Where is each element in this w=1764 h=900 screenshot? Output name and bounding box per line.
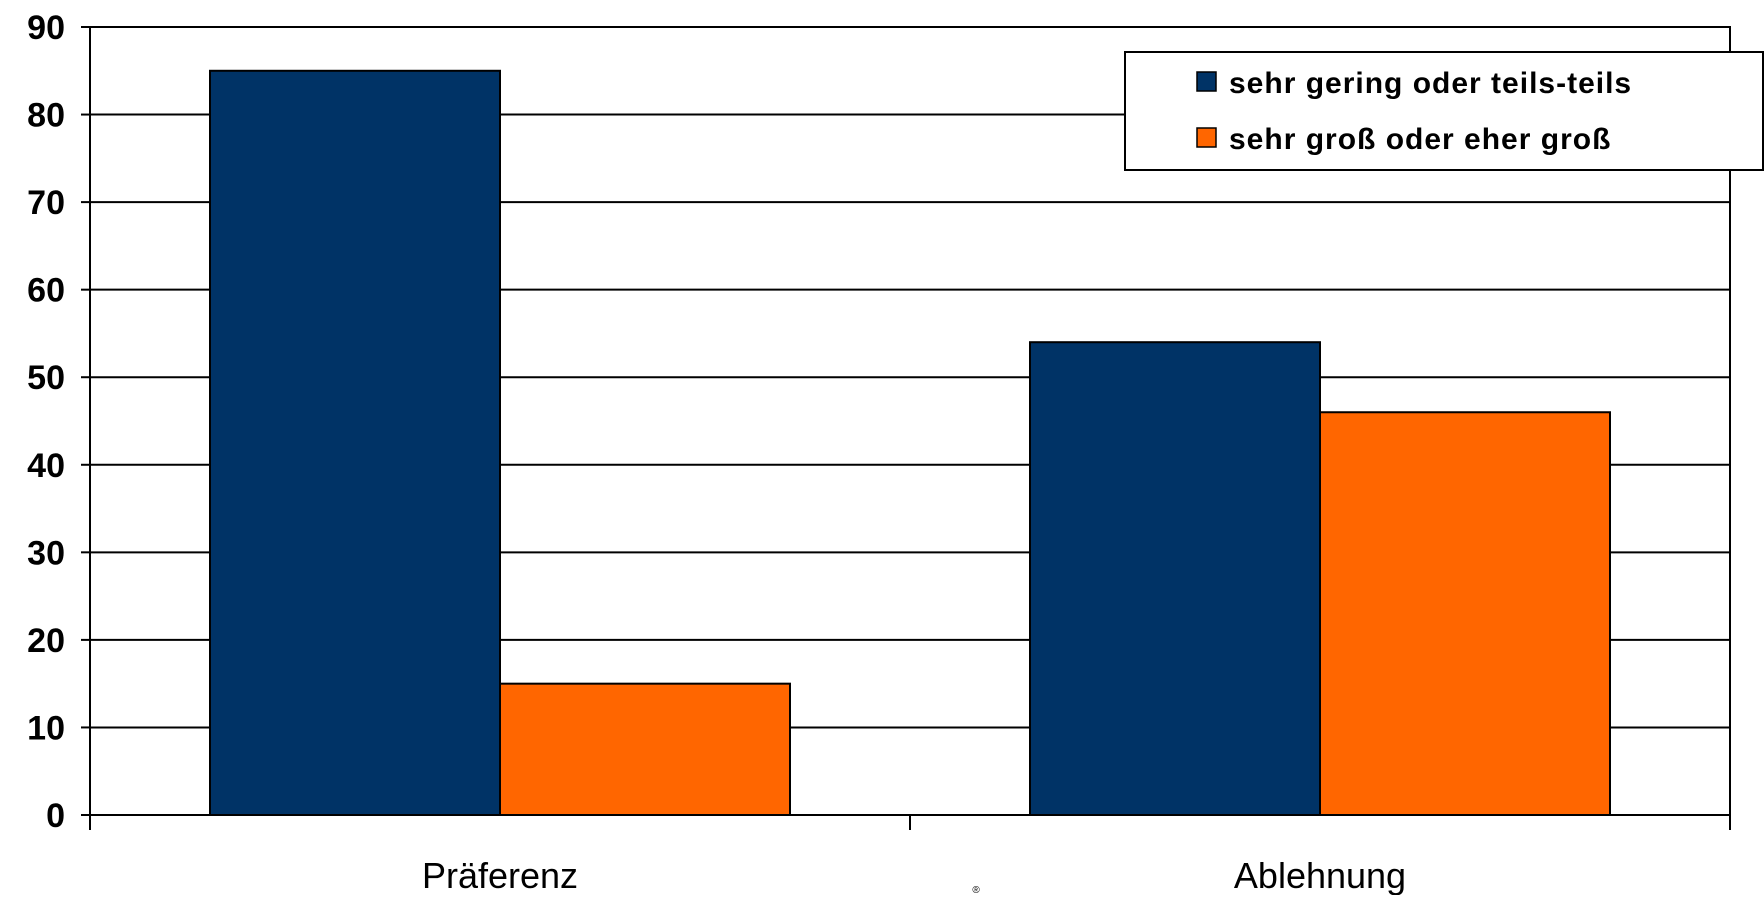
legend-label: sehr groß oder eher groß bbox=[1229, 123, 1611, 156]
y-tick-label: 0 bbox=[46, 797, 65, 835]
legend-swatch bbox=[1196, 71, 1217, 92]
legend-box bbox=[1124, 51, 1764, 171]
bar-gross-1 bbox=[1319, 411, 1611, 816]
y-tick-label: 30 bbox=[27, 534, 65, 572]
x-category-label: Ablehnung bbox=[1234, 855, 1406, 895]
axis-labels: 0 10 20 30 40 50 60 70 80 90 Präferenz Ablehnung bbox=[27, 9, 1406, 896]
bar-gross-0 bbox=[499, 682, 791, 817]
y-tick-label: 80 bbox=[27, 97, 65, 135]
legend-label: sehr gering oder teils-teils bbox=[1229, 67, 1632, 100]
axes bbox=[81, 26, 1731, 830]
y-tick-label: 40 bbox=[27, 447, 65, 485]
bar-gering-1 bbox=[1029, 341, 1321, 816]
y-tick-label: 90 bbox=[27, 9, 65, 47]
y-tick-label: 10 bbox=[27, 709, 65, 747]
bars bbox=[209, 69, 1611, 817]
y-tick-label: 60 bbox=[27, 272, 65, 310]
bar-gering-0 bbox=[209, 69, 501, 817]
y-tick-label: 50 bbox=[27, 359, 65, 397]
legend-swatch bbox=[1196, 127, 1217, 148]
y-tick-label: 70 bbox=[27, 184, 65, 222]
x-category-label: Präferenz bbox=[422, 855, 578, 895]
y-tick-label: 20 bbox=[27, 622, 65, 660]
legend: sehr gering oder teils-teils sehr groß od… bbox=[1124, 51, 1764, 171]
registered-mark: ® bbox=[972, 885, 980, 895]
